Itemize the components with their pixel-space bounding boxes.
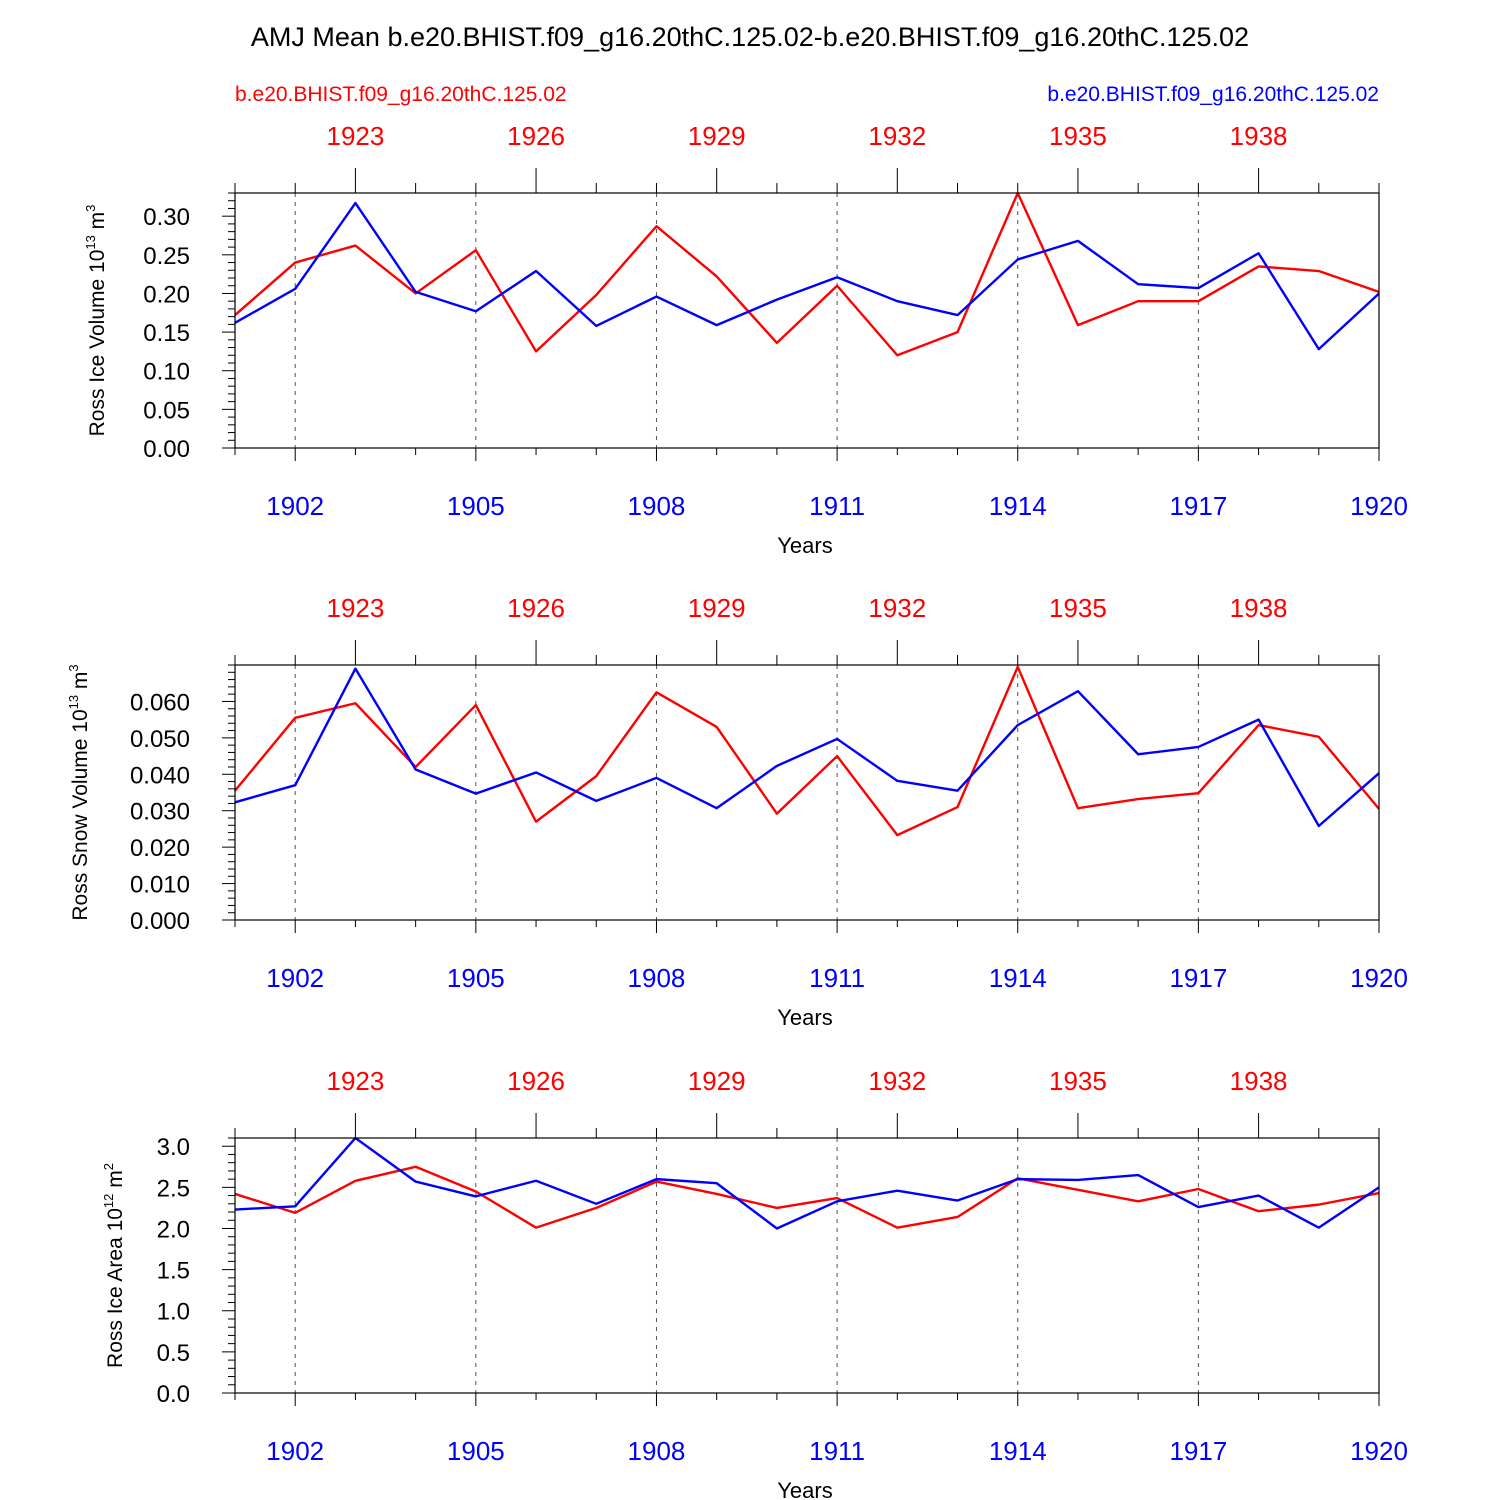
y-tick-label: 0.050: [130, 726, 190, 753]
y-tick-label: 1.5: [157, 1258, 190, 1285]
y-tick-label: 0.0: [157, 1381, 190, 1408]
y-tick-label: 0.060: [130, 689, 190, 716]
x-tick-label-top: 1935: [1049, 121, 1107, 151]
figure-title: AMJ Mean b.e20.BHIST.f09_g16.20thC.125.0…: [251, 22, 1249, 52]
y-axis-label-exponent: 3: [66, 664, 81, 671]
x-tick-label-top: 1926: [507, 1066, 565, 1096]
panel-snow-volume: 0.000 0.010 0.020 0.030 0.040 0.050 0.060 1902 1…: [66, 593, 1408, 1030]
y-tick-label: 0.10: [143, 359, 190, 386]
x-tick-label-bottom: 1902: [266, 963, 324, 993]
x-tick-label-bottom: 1908: [628, 1436, 686, 1466]
x-tick-label-top: 1938: [1230, 593, 1288, 623]
plot-frame: [234, 664, 1380, 921]
x-tick-label-top: 1938: [1230, 1066, 1288, 1096]
y-tick-label: 0.00: [143, 436, 190, 463]
x-tick-label-bottom: 1920: [1350, 491, 1408, 521]
x-tick-label-bottom: 1911: [809, 491, 865, 521]
y-tick-label: 2.5: [157, 1175, 190, 1202]
x-tick-label-bottom: 1911: [809, 963, 865, 993]
x-tick-label-bottom: 1917: [1169, 1436, 1227, 1466]
x-tick-label-bottom: 1902: [266, 491, 324, 521]
y-axis-label: Ross Ice Area 1012 m2: [101, 1163, 127, 1368]
x-tick-label-top: 1923: [326, 593, 384, 623]
y-tick-label: 0.05: [143, 397, 190, 424]
x-tick-label-top: 1929: [688, 1066, 746, 1096]
x-tick-label-top: 1926: [507, 121, 565, 151]
y-axis-label-text: Ross Snow Volume 10: [69, 709, 92, 920]
y-axis-label-exponent: 3: [83, 205, 98, 212]
series-line-blue: [234, 201, 1380, 351]
x-tick-label-top: 1926: [507, 593, 565, 623]
plot-frame: [234, 1137, 1380, 1394]
y-tick-label: 0.5: [157, 1340, 190, 1367]
y-axis-label-exponent: 2: [101, 1163, 116, 1170]
x-tick-label-top: 1935: [1049, 593, 1107, 623]
y-tick-label: 0.030: [130, 799, 190, 826]
panel-ice-area: 0.0 0.5 1.0 1.5 2.0 2.5 3.0 1902 1905 1908 1911 191…: [101, 1066, 1408, 1500]
x-tick-label-top: 1929: [688, 593, 746, 623]
x-tick-label-top: 1929: [688, 121, 746, 151]
y-axis-label-text: m: [69, 672, 92, 695]
y-tick-label: 0.040: [130, 762, 190, 789]
x-tick-label-bottom: 1905: [447, 963, 505, 993]
panel-ice-volume: 0.00 0.05 0.10 0.15 0.20 0.25 0.30 1902 1905 1908…: [83, 121, 1408, 558]
x-tick-label-bottom: 1917: [1169, 963, 1227, 993]
x-tick-label-top: 1932: [868, 121, 926, 151]
y-axis-label-exponent: 13: [83, 235, 98, 249]
x-tick-label-bottom: 1908: [628, 491, 686, 521]
x-tick-label-top: 1938: [1230, 121, 1288, 151]
y-axis-label-text: m: [86, 212, 109, 235]
x-tick-label-top: 1932: [868, 1066, 926, 1096]
x-axis-label: Years: [777, 1478, 832, 1500]
x-tick-label-top: 1923: [326, 1066, 384, 1096]
series-line-blue: [234, 1136, 1380, 1230]
x-tick-label-bottom: 1905: [447, 1436, 505, 1466]
y-tick-label: 0.25: [143, 243, 190, 270]
right-case-label: b.e20.BHIST.f09_g16.20thC.125.02: [1047, 83, 1379, 106]
x-tick-label-top: 1935: [1049, 1066, 1107, 1096]
y-tick-label: 0.020: [130, 835, 190, 862]
y-axis-label-text: Ross Ice Volume 10: [86, 250, 109, 437]
y-axis-label-exponent: 12: [101, 1194, 116, 1208]
y-tick-label: 1.0: [157, 1299, 190, 1326]
x-tick-label-top: 1923: [326, 121, 384, 151]
x-tick-label-bottom: 1920: [1350, 963, 1408, 993]
x-tick-label-bottom: 1917: [1169, 491, 1227, 521]
x-tick-label-bottom: 1914: [989, 1436, 1047, 1466]
y-axis-label-text: m: [104, 1170, 127, 1193]
x-tick-label-bottom: 1914: [989, 963, 1047, 993]
left-case-label: b.e20.BHIST.f09_g16.20thC.125.02: [235, 83, 567, 106]
y-tick-label: 0.30: [143, 204, 190, 231]
x-tick-label-bottom: 1920: [1350, 1436, 1408, 1466]
y-axis-label-exponent: 13: [66, 695, 81, 709]
series-line-red: [234, 191, 1380, 357]
y-axis-label: Ross Ice Volume 1013 m3: [83, 205, 109, 437]
x-tick-label-bottom: 1914: [989, 491, 1047, 521]
y-tick-label: 2.0: [157, 1216, 190, 1243]
y-tick-label: 0.000: [130, 908, 190, 935]
x-axis-label: Years: [777, 533, 832, 558]
series-line-red: [234, 665, 1380, 837]
x-tick-label-bottom: 1905: [447, 491, 505, 521]
y-tick-label: 0.15: [143, 320, 190, 347]
y-tick-label: 0.20: [143, 281, 190, 308]
y-axis-label: Ross Snow Volume 1013 m3: [66, 664, 92, 920]
series-line-blue: [234, 667, 1380, 828]
y-tick-label: 3.0: [157, 1134, 190, 1161]
series-line-red: [234, 1165, 1380, 1229]
x-tick-label-bottom: 1911: [809, 1436, 865, 1466]
x-axis-label: Years: [777, 1005, 832, 1030]
y-axis-label-text: Ross Ice Area 10: [104, 1208, 127, 1368]
x-tick-label-bottom: 1902: [266, 1436, 324, 1466]
x-tick-label-top: 1932: [868, 593, 926, 623]
y-tick-label: 0.010: [130, 872, 190, 899]
plot-frame: [234, 192, 1380, 449]
x-tick-label-bottom: 1908: [628, 963, 686, 993]
